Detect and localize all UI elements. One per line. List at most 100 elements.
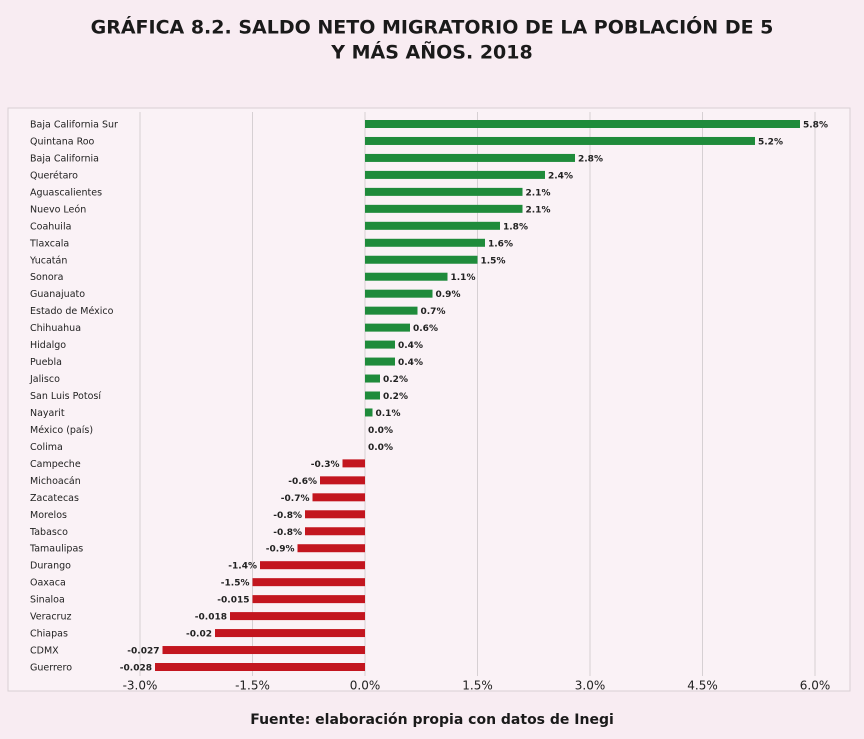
category-label: Campeche <box>30 459 81 470</box>
value-label: 0.6% <box>413 324 438 334</box>
category-label: Nayarit <box>30 408 65 419</box>
value-label: 2.8% <box>578 154 603 164</box>
category-label: Tamaulipas <box>29 544 83 555</box>
category-label: Tabasco <box>29 527 68 538</box>
bar <box>365 120 800 128</box>
bar <box>230 612 365 621</box>
category-label: Colima <box>30 442 63 453</box>
x-tick-label: 3.0% <box>575 679 606 693</box>
category-label: Querétaro <box>30 170 78 181</box>
value-label: 5.2% <box>758 137 783 147</box>
category-label: Yucatán <box>29 255 67 266</box>
bar <box>365 204 523 213</box>
bar <box>365 255 478 264</box>
category-label: Baja California Sur <box>30 120 118 131</box>
value-label: -1.5% <box>221 579 250 589</box>
bar <box>162 646 365 655</box>
x-tick-label: -3.0% <box>123 679 158 693</box>
bar <box>305 527 365 536</box>
category-label: Puebla <box>30 357 62 368</box>
value-label: 0.0% <box>368 426 393 436</box>
bar <box>252 578 365 587</box>
value-label: -0.015 <box>217 596 249 606</box>
value-label: 0.2% <box>383 375 408 385</box>
value-label: 2.1% <box>526 188 551 198</box>
bar <box>365 170 545 179</box>
value-label: 2.1% <box>526 205 551 215</box>
category-label: Aguascalientes <box>30 187 102 198</box>
category-label: Zacatecas <box>30 493 79 504</box>
value-label: -0.8% <box>273 528 302 538</box>
bar <box>365 357 395 366</box>
bar <box>365 238 485 247</box>
category-label: Quintana Roo <box>30 136 95 147</box>
bar <box>260 561 365 570</box>
category-label: Guerrero <box>30 663 72 674</box>
category-label: Jalisco <box>29 374 60 385</box>
value-label: 0.0% <box>368 443 393 453</box>
value-label: 0.1% <box>376 409 401 419</box>
category-label: Sonora <box>30 272 63 283</box>
value-label: 0.2% <box>383 392 408 402</box>
bar <box>365 374 380 383</box>
value-label: 1.8% <box>503 222 528 232</box>
bar <box>365 221 500 230</box>
value-label: 0.4% <box>398 341 423 351</box>
value-label: 1.6% <box>488 239 513 249</box>
category-label: Chihuahua <box>30 323 81 334</box>
x-tick-label: 4.5% <box>687 679 718 693</box>
bar <box>365 187 523 196</box>
bar <box>365 289 433 298</box>
value-label: -0.02 <box>186 630 212 640</box>
category-label: Chiapas <box>30 629 68 640</box>
chart-title: GRÁFICA 8.2. SALDO NETO MIGRATORIO DE LA… <box>91 15 774 39</box>
category-label: Sinaloa <box>30 595 65 606</box>
bar <box>365 136 755 145</box>
value-label: -0.027 <box>127 647 159 657</box>
value-label: -0.018 <box>195 613 227 623</box>
value-label: -1.4% <box>228 562 257 572</box>
category-label: Durango <box>30 561 71 572</box>
bar <box>215 629 365 638</box>
category-label: Tlaxcala <box>29 238 69 249</box>
category-label: San Luis Potosí <box>30 391 101 402</box>
value-label: 0.4% <box>398 358 423 368</box>
bar <box>305 510 365 519</box>
bar <box>297 544 365 553</box>
value-label: 5.8% <box>803 121 828 131</box>
bar <box>252 595 365 604</box>
value-label: 2.4% <box>548 171 573 181</box>
x-tick-label: 0.0% <box>350 679 381 693</box>
value-label: 1.1% <box>451 273 476 283</box>
category-label: Veracruz <box>30 612 71 623</box>
bar <box>365 306 418 315</box>
bar <box>365 408 373 417</box>
bar <box>365 391 380 400</box>
bar <box>312 493 365 502</box>
bar <box>342 459 365 468</box>
x-tick-label: 1.5% <box>462 679 493 693</box>
category-label: Michoacán <box>30 476 81 487</box>
value-label: 0.9% <box>436 290 461 300</box>
category-label: CDMX <box>30 646 59 657</box>
x-tick-label: -1.5% <box>235 679 270 693</box>
value-label: -0.8% <box>273 511 302 521</box>
category-label: Hidalgo <box>30 340 66 351</box>
chart-title: Y MÁS AÑOS. 2018 <box>330 40 532 64</box>
value-label: -0.3% <box>311 460 340 470</box>
bar <box>320 476 365 485</box>
value-label: 0.7% <box>421 307 446 317</box>
value-label: -0.6% <box>288 477 317 487</box>
category-label: Guanajuato <box>30 289 85 300</box>
value-label: -0.9% <box>266 545 295 555</box>
category-label: Coahuila <box>30 221 71 232</box>
value-label: -0.028 <box>120 664 152 674</box>
x-tick-label: 6.0% <box>800 679 831 693</box>
bar <box>365 323 410 332</box>
source: Fuente: elaboración propia con datos de … <box>250 712 614 728</box>
category-label: Oaxaca <box>30 578 66 589</box>
value-label: -0.7% <box>281 494 310 504</box>
bar <box>155 663 365 671</box>
bar <box>365 272 448 281</box>
